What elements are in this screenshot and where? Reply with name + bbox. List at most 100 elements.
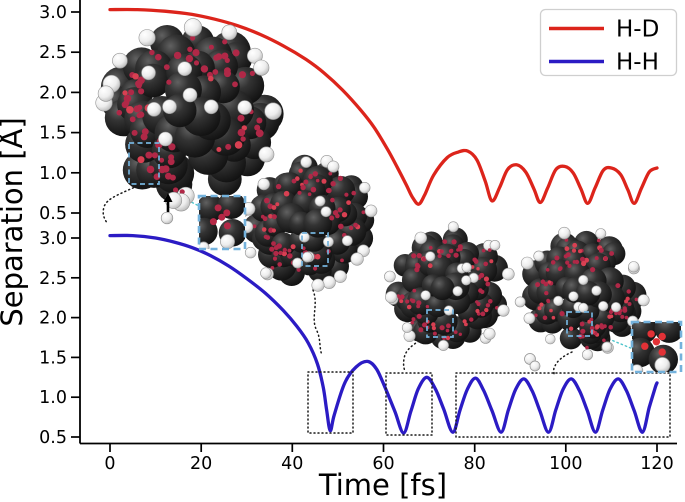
- bond-dot: [473, 259, 479, 264]
- hydrogen-atom: [314, 195, 326, 207]
- bond-dot: [200, 65, 209, 73]
- bond-dot: [190, 35, 196, 41]
- bond-dot: [584, 257, 589, 263]
- bond-dot: [271, 241, 276, 247]
- hydrogen-atom: [341, 235, 353, 247]
- bond-dot: [634, 297, 639, 302]
- fullerane-snapshot-4: [514, 226, 650, 361]
- carbon-atom: [430, 276, 455, 301]
- bond-dot: [418, 327, 424, 333]
- bond-dot: [478, 288, 483, 293]
- y-tick-label: 2.0: [39, 83, 67, 103]
- bond-dot: [116, 109, 123, 116]
- bond-dot: [165, 172, 172, 180]
- bond-dot: [303, 179, 309, 185]
- bond-dot: [572, 242, 578, 248]
- bond-dot: [421, 257, 427, 262]
- y-tick-label: 1.5: [39, 348, 67, 368]
- bond-dot: [479, 272, 485, 278]
- bond-dot: [337, 207, 343, 213]
- hydrogen-atom: [183, 18, 203, 37]
- hydrogen-atom: [578, 302, 589, 313]
- bond-dot: [225, 143, 232, 150]
- bond-dot: [295, 176, 300, 181]
- bond-dot: [416, 253, 422, 259]
- bond-dot: [574, 259, 580, 265]
- bond-dot: [329, 215, 335, 221]
- y-tick-label: 0.5: [39, 204, 67, 224]
- bond-dot: [427, 263, 433, 269]
- bond-dot: [457, 247, 461, 252]
- bond-dot: [476, 267, 480, 271]
- bond-dot: [488, 299, 493, 304]
- bond-dot: [222, 39, 228, 45]
- bond-dot: [173, 51, 182, 60]
- bond-dot: [432, 331, 437, 336]
- bond-dot: [310, 186, 317, 193]
- bond-dot: [580, 256, 586, 262]
- hydrogen-atom: [601, 341, 613, 353]
- bond-dot: [126, 106, 134, 114]
- y-tick-label: 3.0: [39, 229, 67, 249]
- bond-dot: [308, 174, 313, 180]
- bond-dot: [287, 248, 292, 253]
- bond-dot: [485, 303, 491, 308]
- bond-dot: [609, 251, 614, 256]
- data-curves: [108, 7, 659, 435]
- bond-dot: [149, 49, 155, 56]
- bond-dot: [232, 81, 238, 88]
- bond-dot: [256, 117, 263, 124]
- hydrogen-atom: [501, 267, 515, 281]
- bond-dot: [542, 315, 548, 321]
- bond-dot: [544, 290, 549, 296]
- bond-dot: [192, 49, 200, 57]
- bond-dot: [158, 165, 166, 174]
- bond-dot: [140, 133, 148, 141]
- bond-dot: [361, 210, 366, 215]
- bond-dot: [462, 319, 467, 324]
- dashed-zoom-region: [301, 232, 329, 267]
- hydrogen-atom: [257, 178, 270, 191]
- bond-dot: [411, 253, 417, 259]
- bond-dot: [446, 253, 451, 259]
- bond-dot: [487, 248, 492, 252]
- bond-dot: [442, 239, 447, 244]
- bond-dot: [307, 192, 312, 196]
- legend: H-D H-H: [539, 8, 678, 77]
- legend-label-hh: H-H: [616, 50, 659, 76]
- bond-dot: [168, 143, 176, 151]
- bond-dot: [122, 90, 128, 96]
- bond-dot: [224, 70, 231, 78]
- hydrogen-atom: [322, 275, 336, 289]
- hydrogen-atom: [260, 267, 272, 279]
- hydrogen-atom: [311, 278, 325, 292]
- bond-dot: [290, 244, 296, 250]
- bond-dot: [326, 187, 332, 194]
- bond-dot: [568, 326, 574, 331]
- hydrogen-atom: [558, 226, 571, 240]
- x-tick-label: 120: [640, 454, 673, 474]
- bond-dot: [330, 197, 335, 203]
- y-tick-label: 2.5: [39, 269, 67, 289]
- bond-dot: [338, 223, 344, 230]
- hydrogen-atom: [320, 206, 332, 218]
- bond-dot: [166, 79, 172, 85]
- bond-dot: [269, 246, 275, 252]
- bond-dot: [131, 129, 138, 136]
- bond-dot: [602, 324, 607, 329]
- bond-dot: [396, 294, 401, 298]
- hydrogen-atom: [591, 285, 602, 296]
- up-arrow-icon: [163, 193, 173, 202]
- inset-border: [630, 320, 683, 374]
- bond-dot: [300, 184, 306, 191]
- hydrogen-atom: [568, 291, 579, 302]
- bond-dot: [625, 296, 630, 301]
- hydrogen-atom: [138, 29, 156, 47]
- bond-dot: [255, 129, 264, 138]
- bond-dot: [580, 328, 586, 334]
- bond-dot: [340, 258, 344, 263]
- bond-dot: [626, 289, 631, 294]
- bond-dot: [129, 116, 136, 123]
